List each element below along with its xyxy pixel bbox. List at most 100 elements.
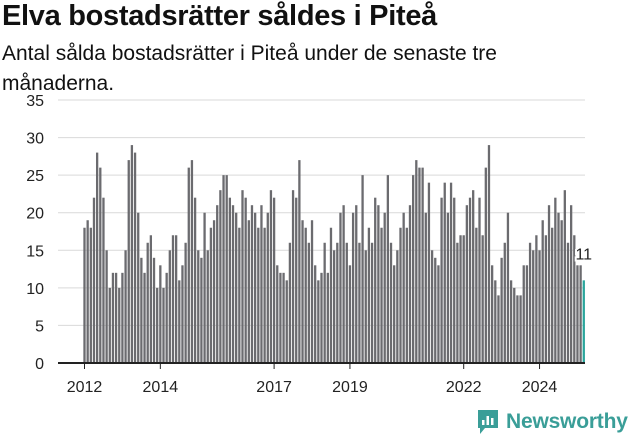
bar — [399, 227, 402, 363]
bar — [121, 272, 124, 363]
bar — [576, 265, 579, 363]
bar — [149, 235, 153, 363]
bar — [272, 197, 276, 363]
bar — [557, 212, 560, 363]
bar — [203, 212, 206, 363]
bars — [83, 145, 585, 363]
bar — [253, 212, 257, 363]
bar — [269, 190, 273, 363]
bar — [228, 197, 232, 363]
bar — [162, 287, 165, 363]
bar — [216, 205, 219, 363]
bar — [358, 242, 361, 363]
bar — [326, 272, 329, 363]
bar — [383, 212, 386, 363]
y-tick-label: 25 — [26, 168, 44, 185]
x-tick-label: 2014 — [143, 379, 179, 396]
bar — [522, 265, 525, 363]
bar — [484, 167, 487, 363]
bar — [140, 257, 143, 363]
bar — [566, 242, 570, 363]
bar — [86, 220, 89, 363]
bar — [111, 272, 115, 363]
x-axis-ticks: 2012 2014 2017 2019 2022 2024 — [67, 363, 557, 396]
bar — [114, 272, 118, 363]
bar — [532, 250, 535, 363]
bar — [509, 280, 513, 363]
bar — [291, 190, 295, 363]
bar — [351, 212, 355, 363]
bar — [475, 227, 478, 363]
bar — [200, 257, 203, 363]
bar — [288, 242, 292, 363]
bar — [197, 250, 200, 363]
bar — [92, 197, 96, 363]
bar — [418, 167, 421, 363]
bar — [569, 205, 573, 363]
bar — [124, 250, 127, 363]
bar — [95, 152, 99, 363]
bar — [396, 250, 399, 363]
bar — [105, 250, 108, 363]
bar — [443, 182, 446, 363]
bar — [500, 257, 503, 363]
y-tick-label: 0 — [35, 356, 44, 373]
bar — [108, 287, 111, 363]
bar — [481, 235, 484, 363]
bar — [156, 287, 159, 363]
bar — [434, 257, 437, 363]
bar — [453, 197, 456, 363]
bar — [295, 197, 298, 363]
bar — [355, 205, 358, 363]
bar — [219, 190, 222, 363]
bar — [478, 197, 481, 363]
x-tick-label: 2022 — [446, 379, 482, 396]
y-tick-label: 10 — [26, 281, 44, 298]
bar — [490, 265, 494, 363]
bar — [421, 167, 424, 363]
bar — [336, 242, 339, 363]
bar — [263, 227, 266, 363]
bar — [250, 205, 254, 363]
x-tick-label: 2017 — [256, 379, 292, 396]
brand-name: Newsworthy — [506, 410, 628, 433]
bar — [241, 190, 244, 363]
bar — [320, 272, 323, 363]
y-tick-label: 15 — [26, 243, 44, 260]
bar — [260, 205, 263, 363]
y-tick-label: 20 — [26, 206, 44, 223]
highlight-value-label: 11 — [575, 246, 592, 263]
bar — [525, 265, 529, 363]
x-tick-label: 2012 — [67, 379, 103, 396]
bar — [462, 235, 465, 363]
bar — [212, 220, 216, 363]
y-tick-label: 5 — [35, 318, 44, 335]
bar — [143, 272, 146, 363]
bar — [266, 212, 269, 363]
bar — [345, 242, 348, 363]
bar — [317, 280, 320, 363]
bar — [238, 227, 241, 363]
bar — [503, 242, 506, 363]
bar — [377, 205, 380, 363]
bar — [364, 250, 367, 363]
bar — [551, 227, 554, 363]
bar — [538, 250, 541, 363]
bar — [472, 190, 475, 363]
bar — [405, 227, 408, 363]
bar — [168, 250, 171, 363]
bar — [465, 205, 469, 363]
bar — [165, 272, 168, 363]
bar — [402, 212, 405, 363]
bar — [285, 280, 288, 363]
chart-title: Elva bostadsrätter såldes i Piteå — [2, 0, 437, 32]
bar — [310, 220, 314, 363]
bar — [222, 175, 225, 363]
bar — [339, 212, 342, 363]
bar — [374, 197, 377, 363]
bar — [361, 175, 364, 363]
bar — [83, 227, 86, 363]
bar — [519, 295, 522, 363]
bar — [301, 220, 304, 363]
